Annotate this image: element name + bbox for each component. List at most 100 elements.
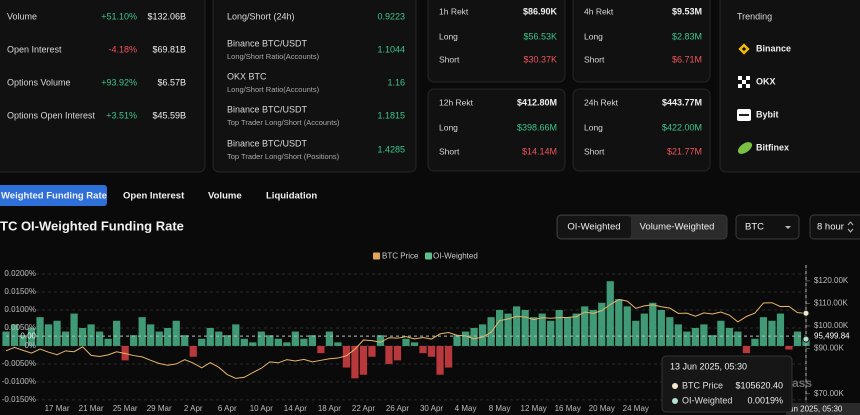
funding-bar xyxy=(410,342,419,346)
funding-bar xyxy=(555,309,563,346)
watermark: ass xyxy=(792,376,812,390)
x-tick-label: 8 May xyxy=(489,404,511,413)
interval-select[interactable] xyxy=(809,214,860,240)
stat-label: Options Open Interest xyxy=(7,110,96,120)
tab[interactable]: Open Interest xyxy=(123,191,185,202)
crosshair-y-label: 0.00 xyxy=(20,331,36,340)
funding-bar xyxy=(87,324,95,346)
x-tick-label: 22 Apr xyxy=(352,404,375,413)
y2-tick-label: $120.00K xyxy=(814,276,849,285)
y-tick-label: 0.0100% xyxy=(4,305,36,314)
funding-bar xyxy=(768,320,776,346)
crosshair-x-label: un 2025, 05:30 xyxy=(789,405,843,414)
trending-title: Trending xyxy=(737,11,772,21)
funding-bar xyxy=(776,313,785,346)
rekt-total: $443.77M xyxy=(662,97,702,107)
funding-bar xyxy=(342,345,351,368)
interval-select-text[interactable]: 8 hour xyxy=(817,222,844,233)
stat-change: +51.10% xyxy=(101,11,137,21)
funding-bar xyxy=(113,320,121,346)
ratio-label: Binance BTC/USDT xyxy=(227,104,308,114)
stat-value: $45.59B xyxy=(152,110,186,120)
legend-swatch xyxy=(425,252,432,260)
x-tick-label: 14 Apr xyxy=(284,404,307,413)
y2-tick-label: $100.00K xyxy=(814,321,849,330)
funding-bar xyxy=(266,335,274,346)
x-tick-label: 4 May xyxy=(455,404,477,413)
rekt-title: 12h Rekt xyxy=(439,97,474,107)
coin-select-text[interactable]: BTC xyxy=(745,222,764,233)
exchange-name[interactable]: Binance xyxy=(756,43,791,53)
mode-option[interactable]: Volume-Weighted xyxy=(640,222,715,233)
tab[interactable]: Weighted Funding Rate xyxy=(1,191,107,202)
x-tick-label: 30 Apr xyxy=(420,404,443,413)
rekt-short: $21.77M xyxy=(667,146,702,156)
y-tick-label: 0.0200% xyxy=(4,269,36,278)
exchange-name[interactable]: Bitfinex xyxy=(756,142,789,152)
funding-bar xyxy=(589,309,597,346)
funding-bar xyxy=(751,338,759,346)
funding-bar xyxy=(283,342,291,346)
legend-swatch xyxy=(373,252,380,260)
funding-bar xyxy=(325,331,334,346)
ratio-value: 1.16 xyxy=(387,77,405,87)
x-tick-label: 16 May xyxy=(555,404,581,413)
tooltip-name: OI-Weighted xyxy=(682,395,732,405)
funding-bar xyxy=(10,324,19,346)
funding-bar xyxy=(232,324,240,346)
exchange-name[interactable]: Bybit xyxy=(756,109,779,119)
funding-bar xyxy=(53,320,61,346)
stat-change: +3.51% xyxy=(106,110,137,120)
exchange-name[interactable]: OKX xyxy=(756,76,776,86)
funding-bar xyxy=(78,327,87,346)
funding-bar xyxy=(70,313,78,346)
funding-bar xyxy=(172,320,180,346)
funding-bar xyxy=(478,324,487,346)
funding-bar xyxy=(215,331,223,346)
stat-change: +93.92% xyxy=(101,77,137,87)
rekt-long: $422.00M xyxy=(662,122,702,132)
price-line xyxy=(5,299,807,379)
okx-icon xyxy=(746,76,750,80)
funding-point xyxy=(802,335,810,343)
funding-bar xyxy=(138,317,146,346)
funding-bar xyxy=(691,327,699,346)
y2-tick-label: $110.00K xyxy=(814,299,848,308)
rekt-short: $14.14M xyxy=(522,146,557,156)
y-tick-label: -0.0050% xyxy=(2,359,36,368)
x-tick-label: 21 Mar xyxy=(79,404,104,413)
stat-label: Volume xyxy=(7,11,37,21)
mode-active-bg[interactable] xyxy=(558,216,631,238)
funding-bar xyxy=(657,309,665,346)
rekt-long-label: Long xyxy=(439,122,458,132)
funding-bar xyxy=(300,338,308,346)
funding-bar xyxy=(130,335,138,346)
tab-active-bg[interactable] xyxy=(0,185,107,206)
mode-option[interactable]: OI-Weighted xyxy=(567,222,620,233)
tooltip-bg xyxy=(661,355,793,413)
funding-bar xyxy=(61,331,70,346)
x-tick-label: 12 May xyxy=(521,404,547,413)
ratio-sublabel: Top Trader Long/Short (Positions) xyxy=(227,152,340,161)
tooltip-dot xyxy=(672,383,678,389)
rekt-long: $56.53K xyxy=(523,31,557,41)
funding-bar xyxy=(470,327,478,346)
ratio-label: Long/Short (24h) xyxy=(227,11,295,21)
rekt-title: 1h Rekt xyxy=(439,6,469,16)
rekt-title: 4h Rekt xyxy=(584,6,614,16)
okx-icon xyxy=(738,84,742,88)
tab[interactable]: Volume xyxy=(208,191,242,202)
funding-bar xyxy=(538,313,546,346)
tab[interactable]: Liquidation xyxy=(266,191,317,202)
coin-select[interactable] xyxy=(735,214,800,240)
funding-bar xyxy=(461,331,470,346)
x-tick-label: 10 Apr xyxy=(250,404,273,413)
funding-bar xyxy=(615,299,623,346)
funding-bar xyxy=(496,309,504,346)
funding-bar xyxy=(521,309,529,346)
funding-bar xyxy=(308,335,316,346)
funding-bar xyxy=(317,345,325,354)
legend-label: OI-Weighted xyxy=(433,252,478,261)
stat-label: Options Volume xyxy=(7,77,71,87)
